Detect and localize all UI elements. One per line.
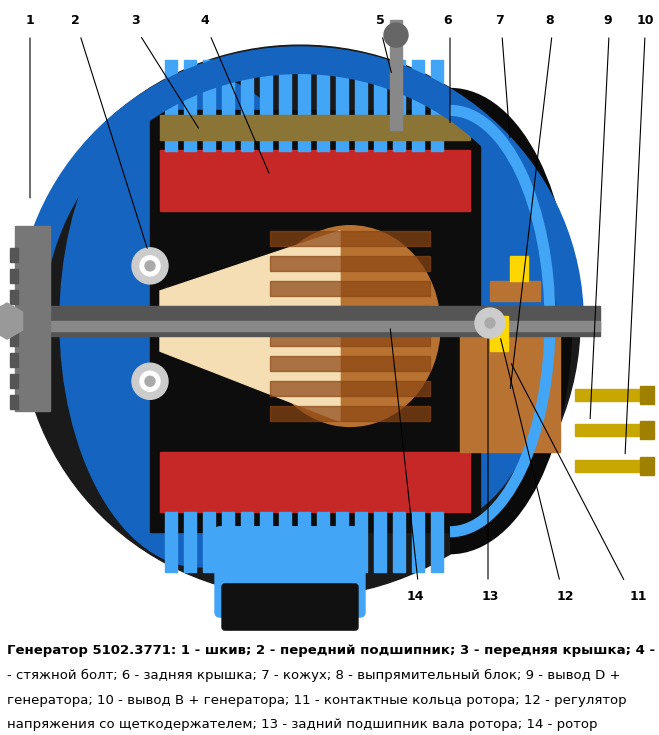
Bar [317, 60, 329, 151]
Bar [160, 451, 470, 512]
Bar [15, 226, 50, 412]
Text: 11: 11 [629, 590, 646, 603]
Bar [298, 60, 310, 151]
Bar [355, 60, 367, 151]
Bar [184, 60, 196, 151]
Bar [203, 60, 215, 151]
Bar [10, 290, 18, 304]
Bar [490, 351, 540, 371]
Bar [222, 60, 234, 151]
Bar [270, 256, 430, 271]
Polygon shape [160, 231, 340, 421]
Text: 14: 14 [406, 590, 424, 603]
Bar [150, 110, 480, 531]
Bar [460, 331, 560, 451]
Bar [393, 512, 405, 572]
Bar [203, 512, 215, 572]
Bar [160, 151, 470, 211]
Bar [390, 20, 402, 130]
Bar [490, 316, 508, 351]
Text: 13: 13 [481, 590, 499, 603]
Bar [10, 354, 18, 368]
Bar [241, 512, 253, 572]
Text: 4: 4 [200, 13, 210, 26]
Bar [270, 381, 430, 396]
Text: 10: 10 [636, 13, 654, 26]
Bar [374, 60, 386, 151]
Circle shape [140, 256, 160, 276]
FancyBboxPatch shape [222, 584, 358, 630]
Bar [431, 60, 443, 151]
Bar [575, 390, 645, 401]
Bar [222, 512, 234, 572]
Bar [160, 115, 470, 140]
Circle shape [145, 261, 155, 271]
Ellipse shape [20, 45, 580, 597]
Bar [10, 395, 18, 409]
Bar [270, 281, 430, 296]
Circle shape [485, 318, 495, 328]
Bar [575, 459, 645, 472]
Bar [10, 332, 18, 346]
Bar [165, 60, 177, 151]
Bar [260, 60, 272, 151]
Text: 6: 6 [444, 13, 452, 26]
Circle shape [140, 371, 160, 391]
Text: 8: 8 [546, 13, 554, 26]
Text: 7: 7 [496, 13, 504, 26]
Text: напряжения со щеткодержателем; 13 - задний подшипник вала ротора; 14 - ротор: напряжения со щеткодержателем; 13 - задн… [7, 718, 597, 731]
Bar [10, 269, 18, 283]
Bar [412, 512, 424, 572]
Bar [640, 456, 654, 475]
Circle shape [145, 376, 155, 387]
Bar [279, 512, 291, 572]
Ellipse shape [260, 226, 440, 426]
Bar [575, 424, 645, 437]
Bar [270, 331, 430, 346]
Bar [412, 60, 424, 151]
Text: - стяжной болт; 6 - задняя крышка; 7 - кожух; 8 - выпрямительный блок; 9 - вывод: - стяжной болт; 6 - задняя крышка; 7 - к… [7, 669, 620, 682]
Ellipse shape [60, 75, 340, 567]
Text: 2: 2 [71, 13, 79, 26]
Bar [431, 512, 443, 572]
Bar [336, 60, 348, 151]
Bar [10, 311, 18, 325]
Bar [640, 421, 654, 440]
Bar [317, 512, 329, 572]
Bar [270, 406, 430, 421]
Text: 1: 1 [26, 13, 34, 26]
Text: 3: 3 [130, 13, 139, 26]
Bar [298, 512, 310, 572]
Bar [270, 231, 430, 245]
Text: 9: 9 [604, 13, 612, 26]
Bar [10, 374, 18, 388]
Bar [336, 512, 348, 572]
Bar [510, 256, 528, 281]
Circle shape [132, 363, 168, 399]
Text: 12: 12 [556, 590, 574, 603]
Bar [260, 512, 272, 572]
Bar [374, 512, 386, 572]
Bar [10, 248, 18, 262]
Bar [279, 60, 291, 151]
Bar [241, 60, 253, 151]
FancyBboxPatch shape [215, 527, 365, 617]
Bar [355, 512, 367, 572]
Bar [270, 306, 430, 321]
Text: 5: 5 [376, 13, 384, 26]
Bar [20, 321, 600, 331]
Bar [393, 60, 405, 151]
Bar [640, 387, 654, 404]
Circle shape [132, 248, 168, 284]
Circle shape [384, 23, 408, 47]
Bar [184, 512, 196, 572]
Bar [165, 512, 177, 572]
Text: Генератор 5102.3771: 1 - шкив; 2 - передний подшипник; 3 - передняя крышка; 4 - : Генератор 5102.3771: 1 - шкив; 2 - перед… [7, 644, 659, 657]
Bar [490, 281, 540, 301]
Ellipse shape [330, 121, 550, 522]
Text: генератора; 10 - вывод В + генератора; 11 - контактные кольца ротора; 12 - регул: генератора; 10 - вывод В + генератора; 1… [7, 694, 626, 706]
Circle shape [475, 308, 505, 338]
Bar [270, 356, 430, 371]
Bar [20, 306, 600, 336]
